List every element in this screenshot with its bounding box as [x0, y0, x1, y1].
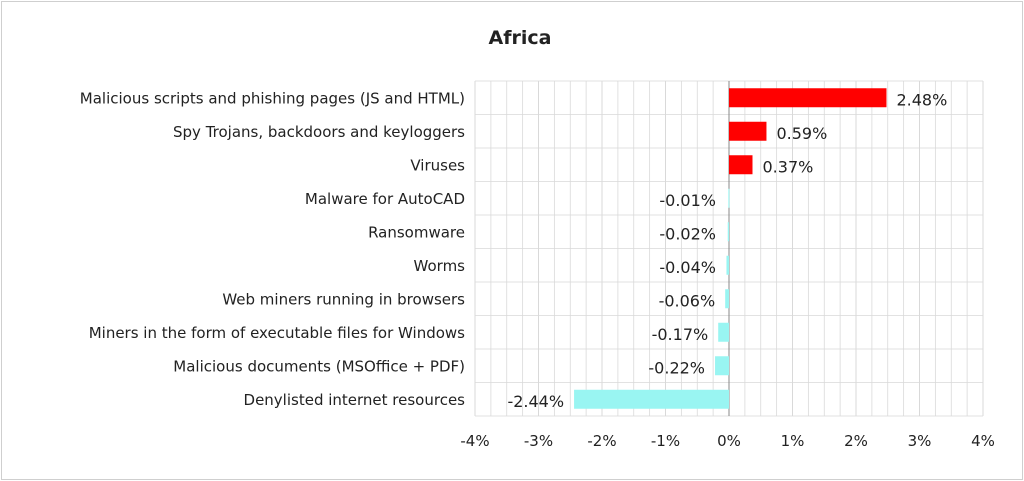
x-tick-label: 2%: [844, 432, 868, 450]
data-label: 0.59%: [776, 124, 827, 143]
x-tick-label: 4%: [971, 432, 995, 450]
x-tick-label: -3%: [524, 432, 553, 450]
data-label: 2.48%: [896, 90, 947, 109]
bar: [725, 289, 729, 309]
category-label: Ransomware: [368, 223, 465, 241]
category-label: Spy Trojans, backdoors and keyloggers: [173, 123, 465, 141]
data-label: 0.37%: [763, 157, 814, 176]
bar: [727, 222, 729, 242]
category-label: Malware for AutoCAD: [305, 190, 465, 208]
data-labels: 2.48% 0.59% 0.37% -0.01% -0.02% -0.04% -0.06% -…: [507, 90, 947, 411]
x-axis-ticks: -4% -3% -2% -1% 0% 1% 2% 3% 4%: [460, 432, 995, 450]
x-tick-label: 1%: [781, 432, 805, 450]
bar: [718, 322, 729, 342]
x-tick-label: -4%: [460, 432, 489, 450]
grid-lines: [474, 80, 984, 417]
bars: [574, 88, 887, 409]
bar: [729, 88, 887, 108]
data-label: -0.22%: [648, 358, 705, 377]
category-label: Viruses: [410, 156, 465, 174]
data-label: -0.01%: [659, 191, 716, 210]
data-label: -0.06%: [659, 291, 716, 310]
x-tick-label: -1%: [651, 432, 680, 450]
data-label: -2.44%: [507, 392, 564, 411]
x-tick-label: -2%: [587, 432, 616, 450]
category-label: Worms: [414, 257, 466, 275]
x-tick-label: 0%: [717, 432, 741, 450]
category-label: Web miners running in browsers: [222, 290, 465, 308]
data-label: -0.04%: [659, 258, 716, 277]
category-labels: Malicious scripts and phishing pages (JS…: [80, 89, 465, 409]
category-label: Miners in the form of executable files f…: [89, 324, 465, 342]
bar: [729, 155, 753, 175]
bar: [728, 188, 730, 208]
category-label: Denylisted internet resources: [244, 391, 466, 409]
chart-title: Africa: [489, 27, 552, 49]
bar: [715, 356, 729, 376]
data-label: -0.17%: [652, 325, 709, 344]
data-label: -0.02%: [659, 224, 716, 243]
category-label: Malicious scripts and phishing pages (JS…: [80, 89, 465, 107]
bar: [726, 255, 729, 275]
bar: [729, 121, 767, 141]
x-tick-label: 3%: [908, 432, 932, 450]
bar: [574, 389, 729, 409]
category-label: Malicious documents (MSOffice + PDF): [173, 357, 465, 375]
